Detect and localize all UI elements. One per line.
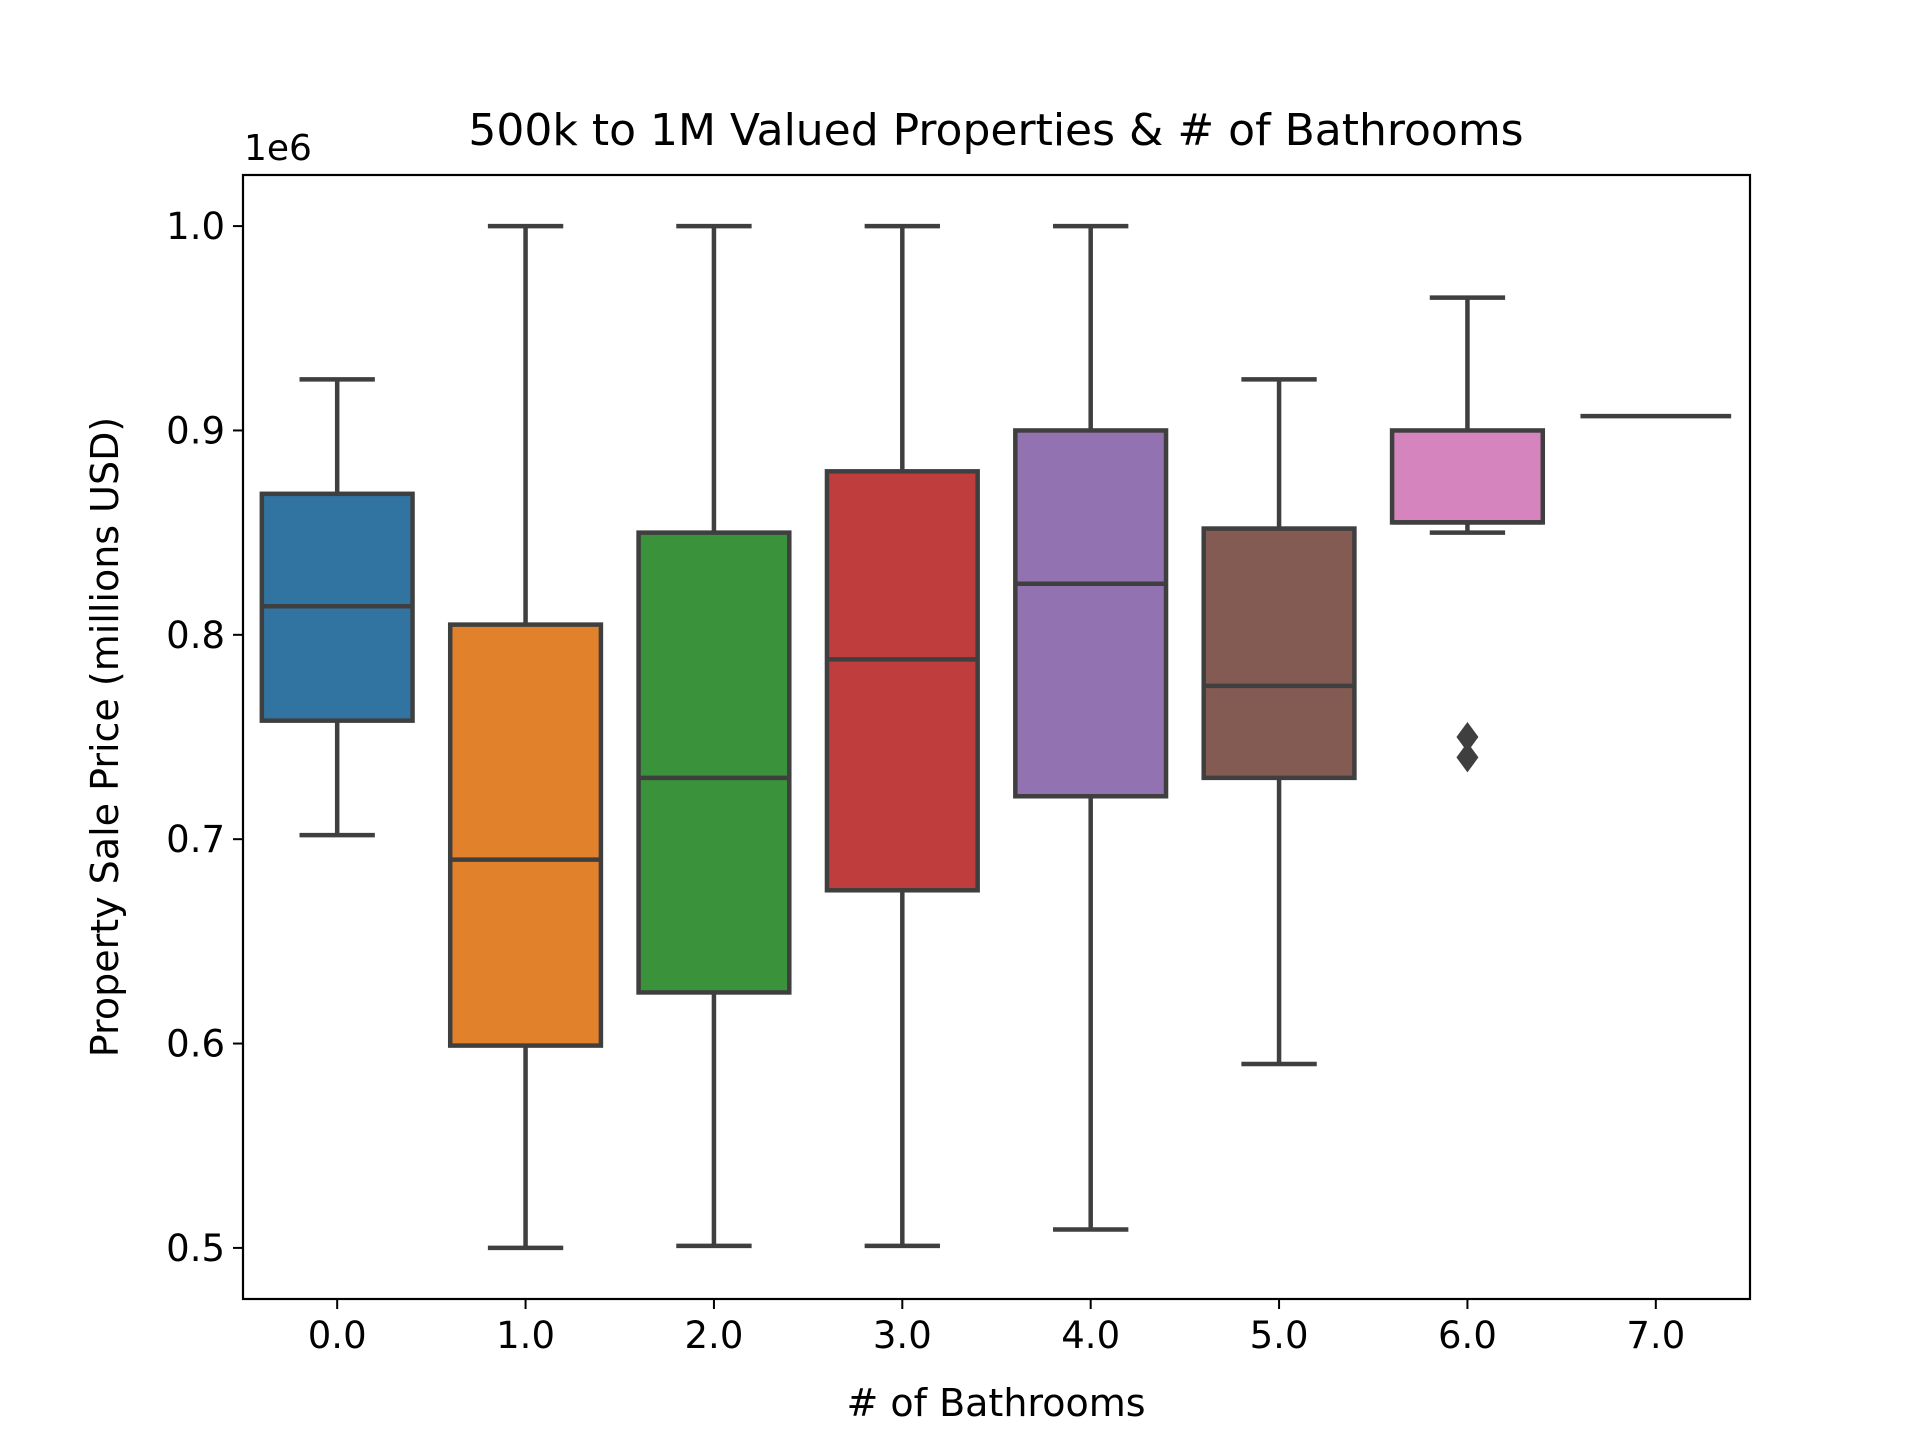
chart-title: 500k to 1M Valued Properties & # of Bath… xyxy=(468,105,1523,156)
x-tick-label: 0.0 xyxy=(308,1314,367,1357)
x-tick-label: 2.0 xyxy=(685,1314,744,1357)
x-axis: 0.0 1.0 2.0 3.0 4.0 5.0 6.0 7.0 xyxy=(308,1299,1685,1357)
y-offset-label: 1e6 xyxy=(244,128,312,169)
box-group-5.0 xyxy=(1201,377,1357,1067)
x-tick-label: 1.0 xyxy=(496,1314,555,1357)
y-tick-label: 1.0 xyxy=(166,205,225,248)
box-group-2.0 xyxy=(636,223,792,1249)
outlier-point xyxy=(1456,722,1479,752)
box-group-3.0 xyxy=(824,223,980,1249)
x-axis-label: # of Bathrooms xyxy=(846,1381,1145,1425)
box-group-4.0 xyxy=(1013,223,1169,1232)
x-tick-label: 5.0 xyxy=(1250,1314,1309,1357)
x-tick-label: 7.0 xyxy=(1626,1314,1685,1357)
box-iqr xyxy=(636,530,792,995)
y-tick-label: 0.6 xyxy=(166,1023,225,1066)
box-iqr xyxy=(1389,428,1546,525)
outlier-point xyxy=(1456,742,1479,773)
y-tick-label: 0.7 xyxy=(166,818,225,861)
box-group-6.0 xyxy=(1389,295,1546,773)
box-iqr xyxy=(1201,526,1357,781)
x-tick-label: 6.0 xyxy=(1438,1314,1497,1357)
y-tick-label: 0.9 xyxy=(166,409,225,452)
y-tick-label: 0.8 xyxy=(166,614,225,657)
box-iqr xyxy=(1013,428,1169,799)
y-tick-label: 0.5 xyxy=(166,1227,225,1270)
y-axis: 0.5 0.6 0.7 0.8 0.9 1.0 xyxy=(166,205,243,1270)
y-axis-label: Property Sale Price (millions USD) xyxy=(83,417,127,1057)
plot-marks xyxy=(259,223,1732,1251)
box-group-1.0 xyxy=(447,223,604,1251)
plot-frame xyxy=(241,173,1752,1301)
x-tick-label: 3.0 xyxy=(873,1314,932,1357)
box-group-0.0 xyxy=(259,377,415,838)
box-iqr xyxy=(824,469,980,893)
x-tick-label: 4.0 xyxy=(1061,1314,1120,1357)
box-iqr xyxy=(447,622,604,1048)
